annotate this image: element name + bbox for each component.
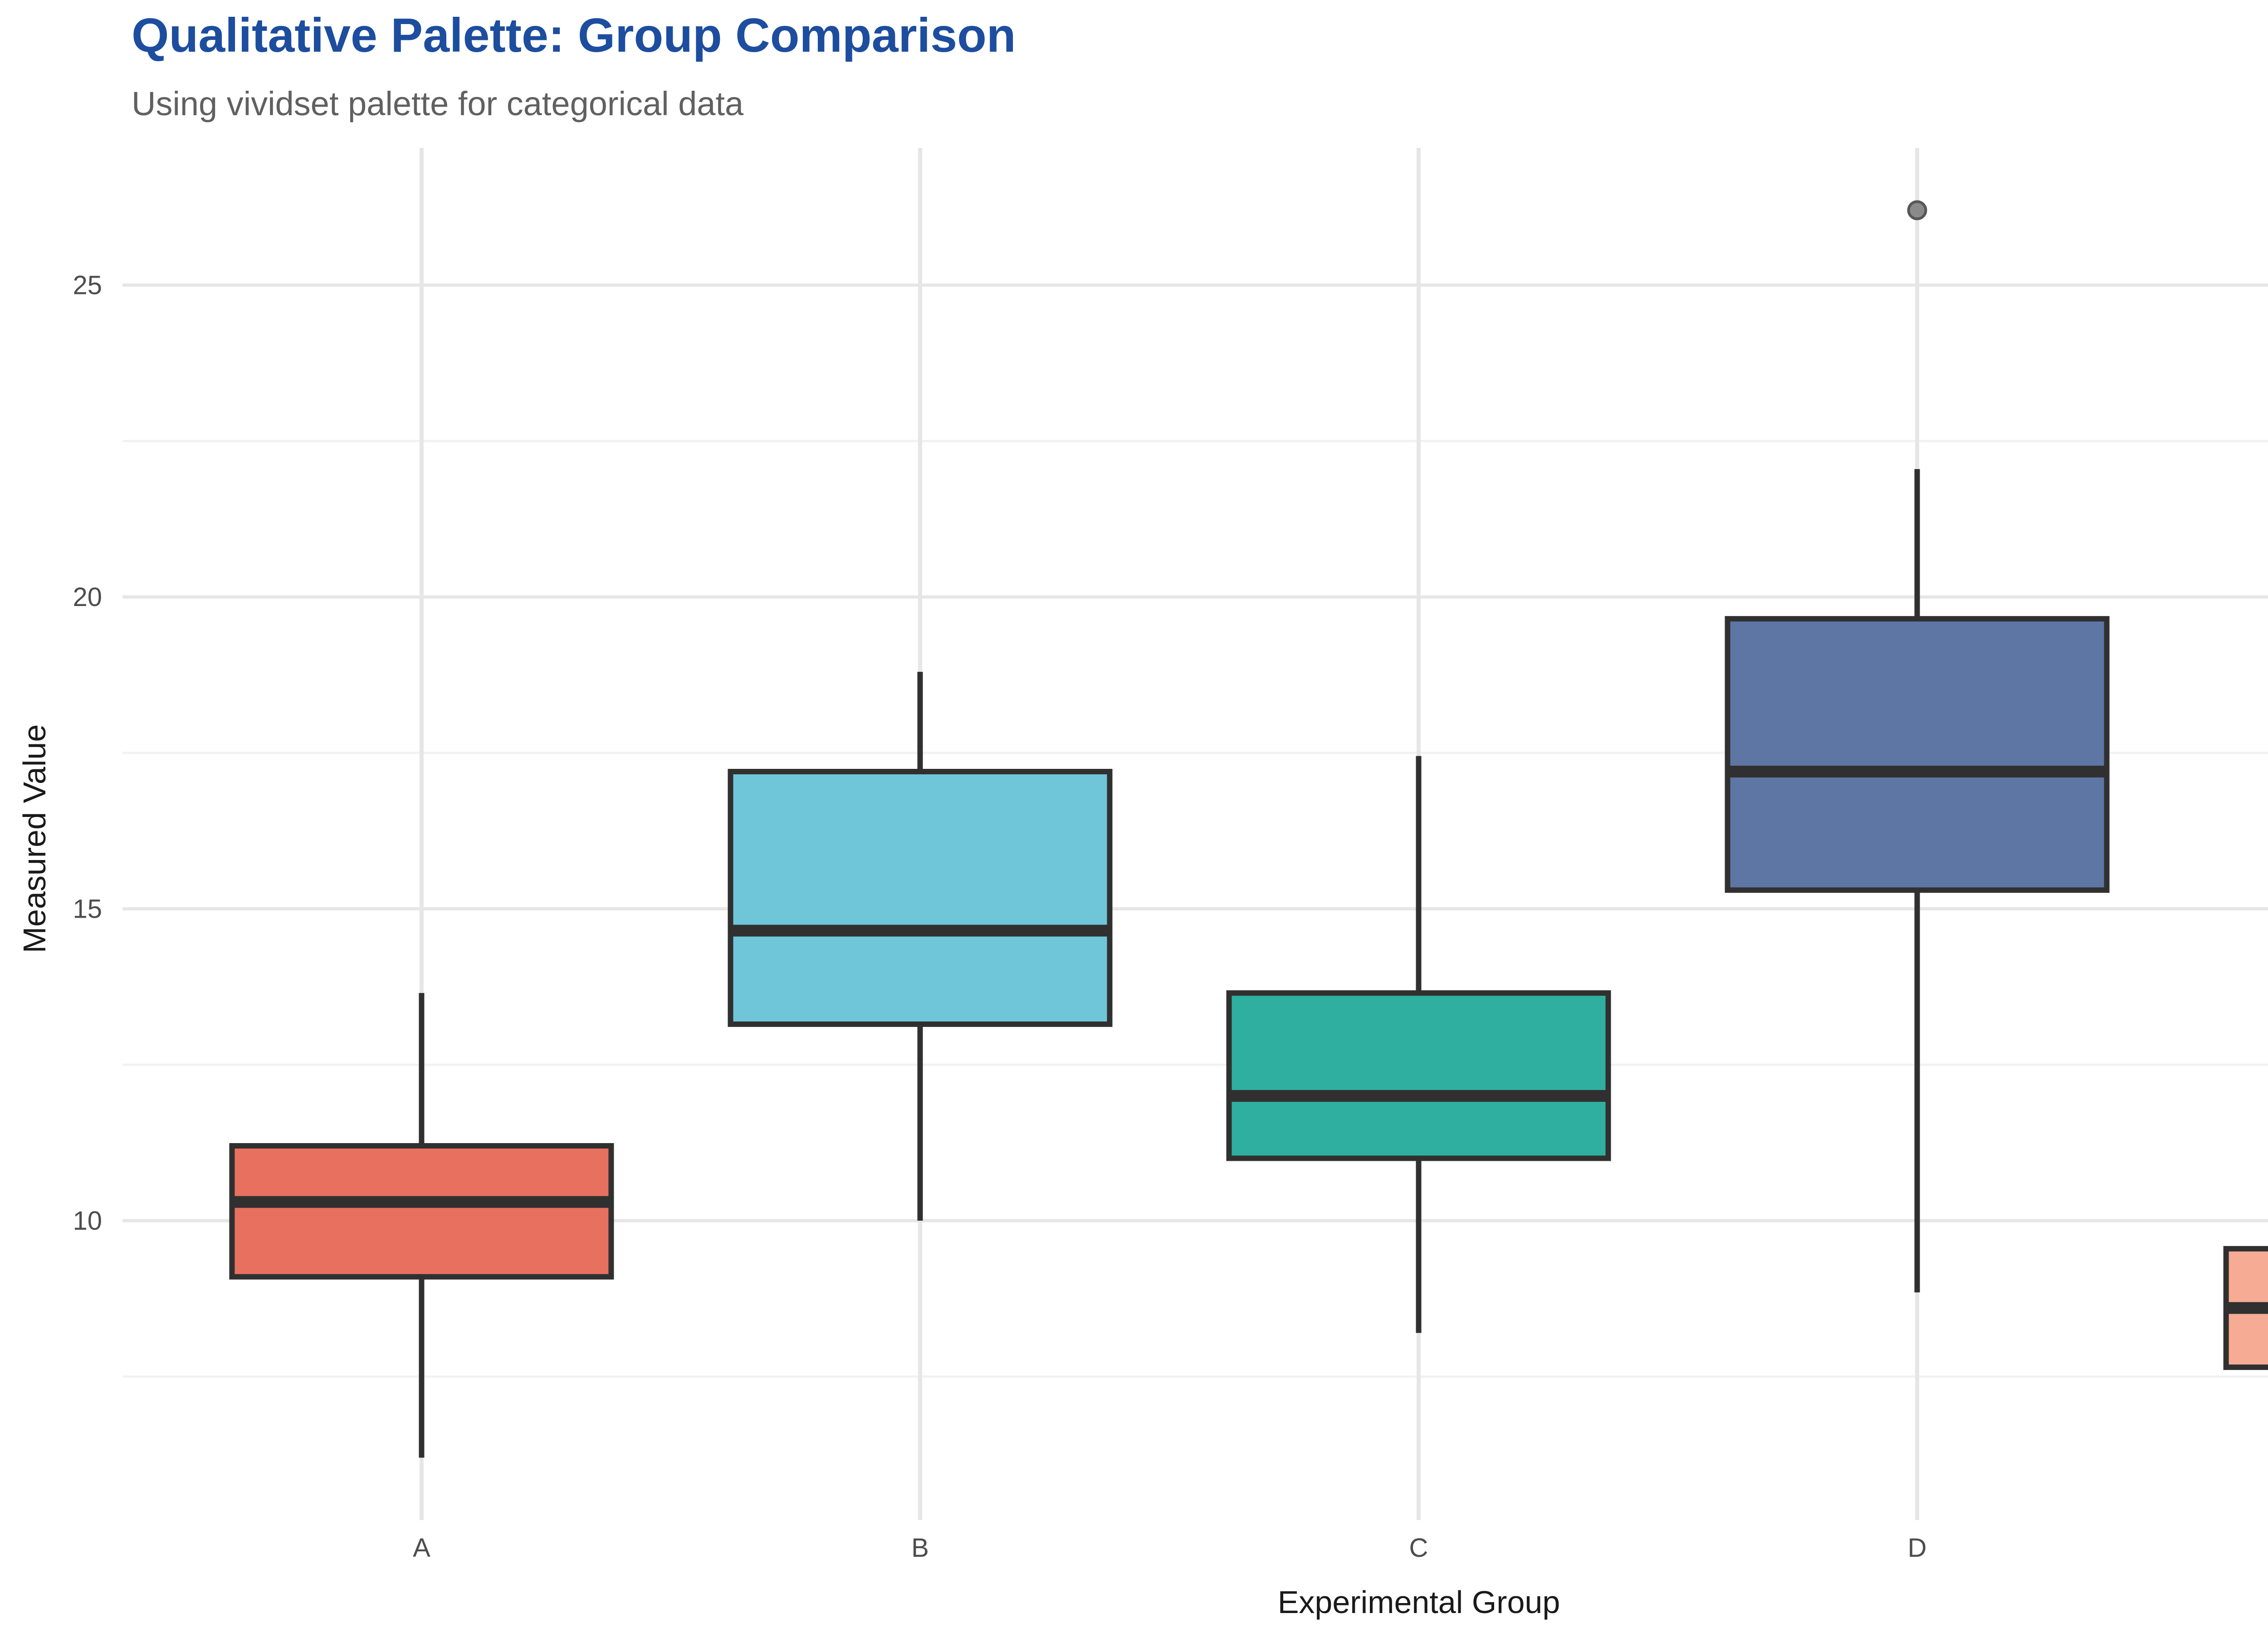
box-A <box>229 1143 614 1280</box>
x-tick-label-D: D <box>1908 1533 1927 1563</box>
outlier-point-D <box>1907 200 1927 220</box>
box-C <box>1226 990 1611 1161</box>
x-tick-label-C: C <box>1409 1533 1428 1563</box>
box-B <box>728 769 1113 1027</box>
chart-title: Qualitative Palette: Group Comparison <box>132 9 1016 62</box>
x-axis-title: Experimental Group <box>1278 1584 1560 1620</box>
chart-subtitle: Using vividset palette for categorical d… <box>132 85 744 122</box>
x-tick-label-A: A <box>413 1533 430 1563</box>
box-layer <box>229 200 2268 1458</box>
y-tick-label-15: 15 <box>73 895 102 924</box>
y-tick-label-10: 10 <box>73 1206 102 1236</box>
y-tick-label-25: 25 <box>73 271 102 300</box>
y-tick-label-20: 20 <box>73 582 102 612</box>
x-tick-label-B: B <box>911 1533 929 1563</box>
tick-label-layer: 10152025ABCDE <box>73 271 1927 1563</box>
box-D <box>1725 616 2110 893</box>
y-axis-title: Measured Value <box>17 724 52 953</box>
